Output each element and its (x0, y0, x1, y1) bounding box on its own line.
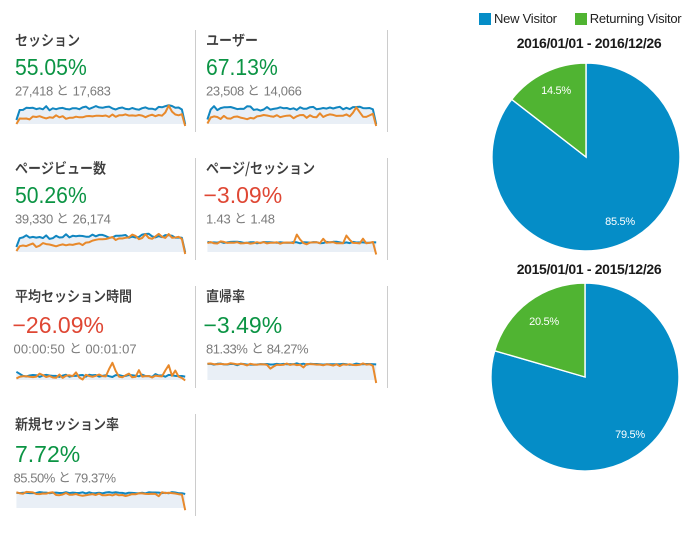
svg-text:20.5%: 20.5% (529, 316, 559, 328)
svg-text:85.5%: 85.5% (605, 216, 635, 228)
svg-text:14.5%: 14.5% (541, 85, 571, 97)
svg-text:79.5%: 79.5% (615, 429, 645, 441)
